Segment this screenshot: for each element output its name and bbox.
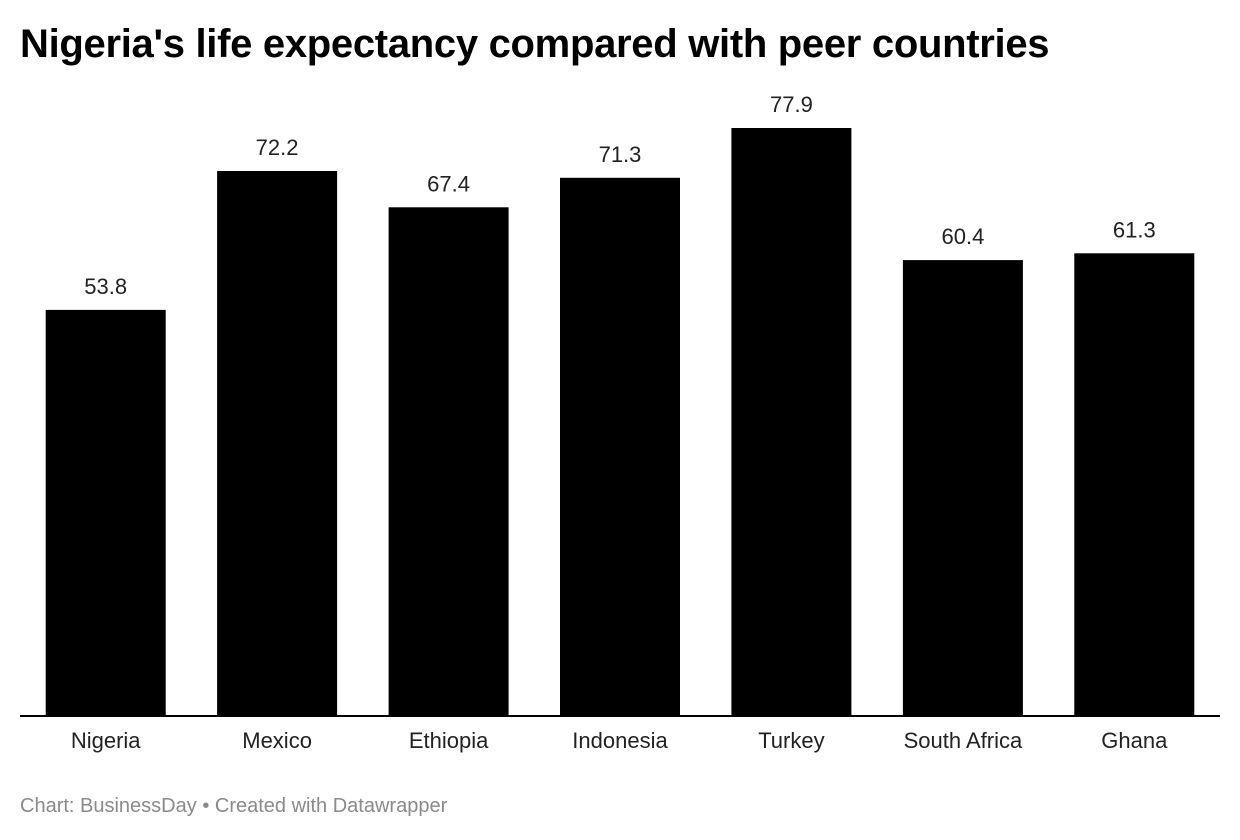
source-text: Chart: BusinessDay	[20, 795, 197, 817]
category-label-mexico: Mexico	[242, 728, 312, 753]
bar-south-africa	[902, 260, 1023, 716]
category-label-south-africa: South Africa	[904, 728, 1023, 753]
value-label-nigeria: 53.8	[84, 274, 127, 299]
category-label-nigeria: Nigeria	[71, 728, 141, 753]
value-label-ethiopia: 67.4	[427, 171, 470, 196]
chart-title: Nigeria's life expectancy compared with …	[20, 22, 1050, 66]
value-label-mexico: 72.2	[256, 135, 299, 160]
value-labels-group: 53.8 72.2 67.4 71.3 77.9 60.4 61.3	[84, 92, 1155, 299]
bar-mexico	[217, 171, 338, 716]
bar-chart: 53.8 72.2 67.4 71.3 77.9 60.4 61.3 Nigeria Mexi…	[20, 92, 1220, 753]
category-label-indonesia: Indonesia	[572, 728, 668, 753]
datawrapper-credit: Created with Datawrapper	[214, 795, 448, 817]
bar-ghana	[1074, 253, 1195, 717]
footer-credit: Chart: BusinessDay • Created with Datawr…	[20, 795, 447, 818]
bar-indonesia	[560, 177, 680, 717]
category-label-turkey: Turkey	[758, 728, 824, 753]
value-label-turkey: 77.9	[770, 92, 813, 117]
category-label-ethiopia: Ethiopia	[409, 728, 489, 753]
value-label-indonesia: 71.3	[599, 142, 642, 167]
bar-nigeria	[45, 309, 166, 716]
separator-dot: •	[202, 795, 210, 817]
bars-group	[45, 128, 1195, 717]
bar-ethiopia	[388, 207, 509, 717]
category-labels-group: Nigeria Mexico Ethiopia Indonesia Turkey Sout…	[71, 728, 1168, 753]
category-label-ghana: Ghana	[1101, 728, 1168, 753]
bar-turkey	[731, 128, 852, 716]
value-label-south-africa: 60.4	[941, 224, 984, 249]
value-label-ghana: 61.3	[1113, 217, 1156, 242]
